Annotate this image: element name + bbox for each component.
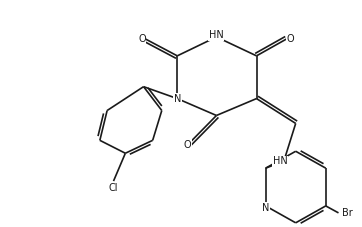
Text: Br: Br (342, 208, 353, 218)
Text: N: N (174, 94, 181, 104)
Text: Cl: Cl (109, 183, 118, 193)
Text: HN: HN (273, 156, 288, 166)
Text: HN: HN (209, 30, 224, 40)
Text: O: O (184, 140, 191, 150)
Text: O: O (286, 34, 294, 44)
Text: O: O (138, 34, 146, 44)
Text: N: N (262, 203, 269, 213)
